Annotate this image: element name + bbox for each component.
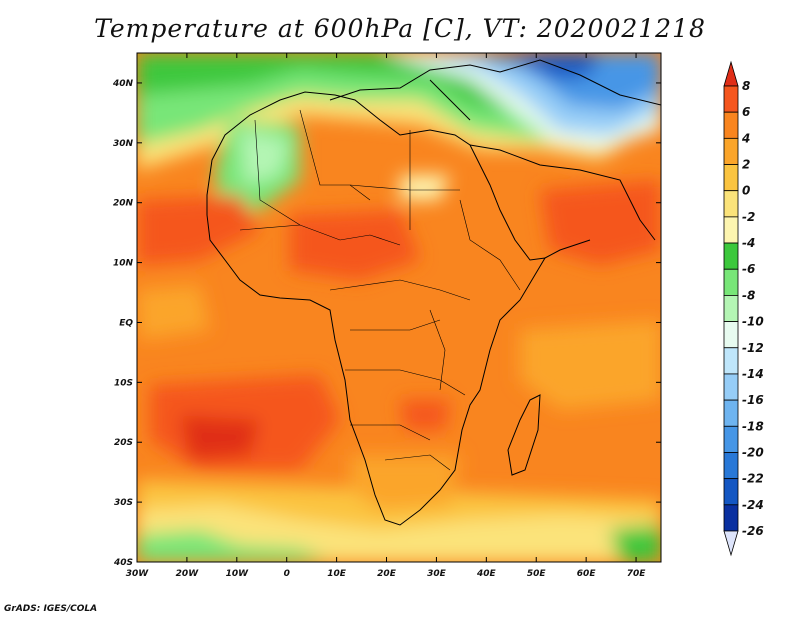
colorbar-label: 6: [742, 105, 750, 119]
lon-label: 60E: [577, 569, 597, 579]
lon-label: 70E: [627, 569, 647, 579]
longitude-labels: 30W 20W 10W 0 10E 20E 30E 40E 50E 60E 70E: [126, 569, 646, 579]
colorbar-label: 8: [742, 79, 750, 93]
colorbar-label: -2: [742, 210, 755, 224]
lat-label: 40S: [113, 558, 133, 568]
colorbar-box: [723, 164, 739, 192]
lon-label: 30W: [126, 569, 150, 579]
colorbar-bottom-arrow: [723, 530, 739, 557]
lat-label: 40N: [112, 79, 134, 89]
coastlines: [206, 59, 661, 526]
colorbar-top-arrow: [723, 60, 739, 87]
colorbar-box: [723, 216, 739, 244]
colorbar-label: -18: [742, 419, 764, 433]
colorbar-label: -20: [742, 445, 764, 459]
lat-label: 20S: [114, 438, 133, 448]
colorbar-label: -10: [742, 315, 764, 329]
colorbar-label: -12: [742, 341, 764, 355]
grads-credit: GrADS: IGES/COLA: [4, 604, 98, 614]
lon-label: 20W: [176, 569, 200, 579]
colorbar-box: [723, 504, 739, 532]
lat-label: 10S: [114, 378, 133, 388]
lon-label: 0: [284, 569, 290, 579]
temperature-field: [137, 53, 661, 562]
lat-label: 30N: [113, 139, 134, 149]
colorbar-box: [723, 190, 739, 218]
colorbar-label: -22: [742, 472, 764, 486]
colorbar-label: -4: [742, 236, 755, 250]
colorbar-box: [723, 295, 739, 322]
colorbar-box: [723, 111, 739, 139]
colorbar-box: [723, 321, 739, 349]
lon-label: 50E: [527, 569, 547, 579]
lon-label: 20E: [377, 569, 397, 579]
colorbar-box: [723, 137, 739, 165]
lon-label: 10E: [327, 569, 347, 579]
chart-title: Temperature at 600hPa [C], VT: 202002121…: [94, 14, 706, 43]
colorbar-label: -6: [742, 262, 755, 276]
colorbar-box: [723, 268, 739, 296]
lat-label: 30S: [114, 498, 133, 508]
colorbar-label: 2: [742, 158, 750, 172]
lon-label: 30E: [427, 569, 447, 579]
colorbar-box: [723, 399, 739, 427]
country-borders: [239, 109, 521, 471]
lon-label: 10W: [226, 569, 250, 579]
colorbar-box: [723, 85, 739, 113]
colorbar-box: [723, 425, 739, 453]
colorbar: 8 6 4 2 0 -2 -4 -6 -8 -10 -12 -14 -16 -18 -20 -22 -24 -26: [723, 60, 764, 557]
axis-ticks: [136, 53, 661, 563]
lat-label: 20N: [113, 199, 134, 209]
colorbar-label: -16: [742, 393, 764, 407]
colorbar-box: [723, 452, 739, 480]
map-frame: [136, 52, 662, 563]
colorbar-box: [723, 373, 739, 401]
colorbar-label: -8: [742, 288, 755, 302]
lon-label: 40E: [476, 569, 497, 579]
colorbar-label: 0: [742, 184, 750, 198]
lat-label: EQ: [119, 318, 133, 328]
lat-label: 10N: [113, 259, 134, 269]
colorbar-box: [723, 242, 739, 270]
colorbar-label: -26: [742, 524, 764, 538]
colorbar-label: -14: [742, 367, 764, 381]
latitude-labels: 40N 30N 20N 10N EQ 10S 20S 30S 40S: [112, 79, 134, 568]
colorbar-box: [723, 347, 739, 375]
colorbar-box: [723, 478, 739, 506]
colorbar-label: 4: [741, 131, 750, 145]
colorbar-label: -24: [742, 498, 764, 512]
